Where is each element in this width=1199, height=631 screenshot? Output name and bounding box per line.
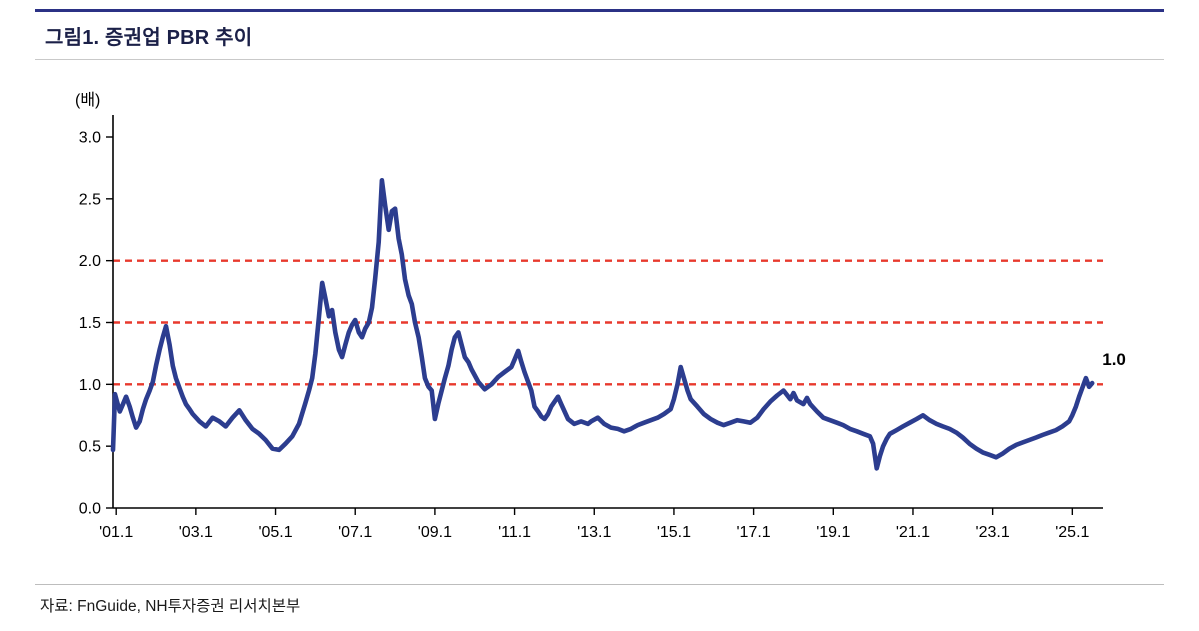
x-tick-label: '25.1: [1055, 524, 1089, 541]
footer-rule: [35, 584, 1164, 585]
header-top-rule: [35, 9, 1164, 12]
source-note: 자료: FnGuide, NH투자증권 리서치본부: [40, 598, 301, 615]
x-tick-label: '11.1: [498, 524, 531, 541]
y-tick-label: 1.0: [79, 377, 101, 394]
x-tick-label: '03.1: [179, 524, 213, 541]
x-tick-label: '01.1: [99, 524, 133, 541]
y-tick-label: 2.5: [79, 191, 101, 208]
x-tick-label: '17.1: [737, 524, 771, 541]
y-tick-label: 0.5: [79, 439, 101, 456]
end-value-label: 1.0: [1102, 350, 1126, 369]
x-tick-label: '09.1: [418, 524, 452, 541]
x-tick-label: '21.1: [896, 524, 930, 541]
x-tick-label: '07.1: [338, 524, 372, 541]
pbr-chart-svg: 0.0 0.5 1.0 1.5 2.0 2.5 3.0 '01.1 '03.1 '05.1 '07.…: [75, 91, 1126, 541]
y-tick-label: 1.5: [79, 315, 101, 332]
x-tick-label: '15.1: [657, 524, 691, 541]
figure-title: 그림1. 증권업 PBR 추이: [45, 27, 253, 49]
header-bottom-rule: [35, 59, 1164, 60]
x-tick-label: '23.1: [976, 524, 1010, 541]
y-tick-label: 3.0: [79, 130, 101, 147]
x-tick-label: '13.1: [577, 524, 611, 541]
figure-header: 그림1. 증권업 PBR 추이: [35, 9, 1164, 60]
y-axis-unit-label: (배): [75, 91, 100, 109]
y-tick-label: 2.0: [79, 253, 101, 270]
x-tick-label: '05.1: [258, 524, 292, 541]
x-tick-label: '19.1: [816, 524, 850, 541]
y-tick-label: 0.0: [79, 501, 101, 518]
pbr-line: [110, 178, 1095, 471]
